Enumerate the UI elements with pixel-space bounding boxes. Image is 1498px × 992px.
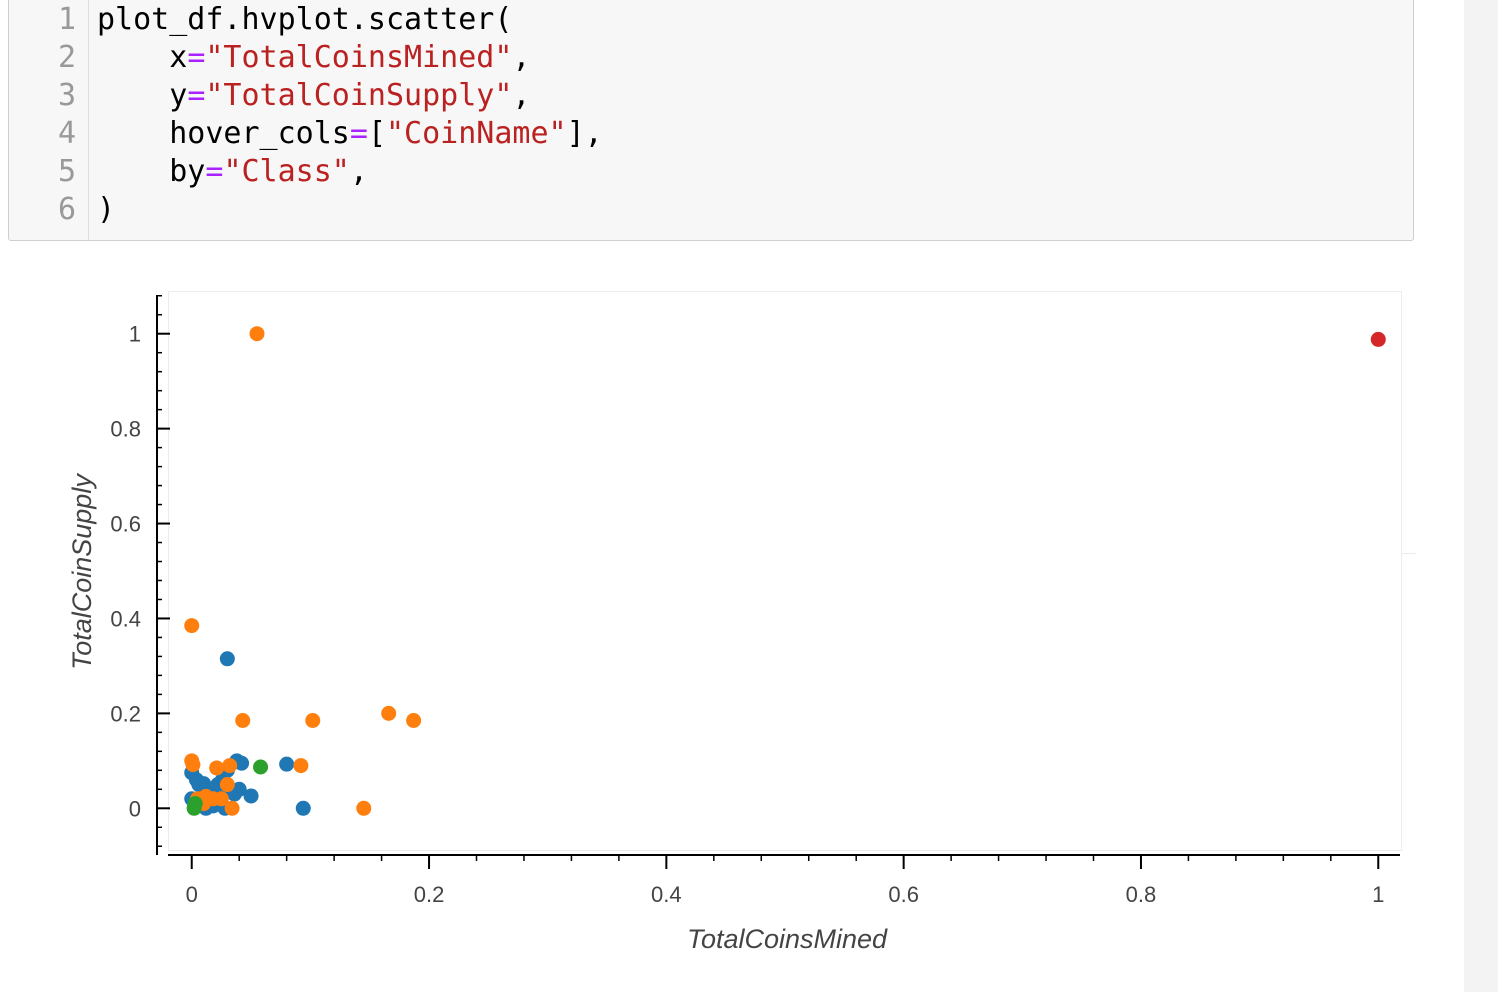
plot-frame-edge bbox=[1402, 553, 1416, 554]
code-token: ) bbox=[97, 192, 116, 227]
y-tick-label: 0.2 bbox=[110, 701, 141, 726]
scatter-point[interactable] bbox=[406, 712, 422, 728]
code-string-token: "CoinName" bbox=[386, 116, 567, 151]
code-line[interactable]: hover_cols=["CoinName"], bbox=[97, 115, 603, 153]
scatter-point[interactable] bbox=[381, 705, 397, 721]
code-operator-token: = bbox=[187, 78, 206, 113]
scatter-point[interactable] bbox=[209, 760, 225, 776]
code-token: [ bbox=[367, 116, 386, 151]
code-string-token: "Class" bbox=[223, 154, 350, 189]
scatter-point[interactable] bbox=[222, 758, 238, 774]
line-number: 6 bbox=[57, 192, 76, 227]
code-token: by bbox=[97, 154, 206, 189]
scatter-point[interactable] bbox=[213, 791, 229, 807]
line-number: 2 bbox=[57, 40, 76, 75]
scatter-point[interactable] bbox=[224, 800, 240, 816]
x-tick-label: 0.6 bbox=[888, 882, 919, 907]
code-line[interactable]: by="Class", bbox=[97, 153, 368, 191]
line-number: 3 bbox=[57, 78, 76, 113]
code-line[interactable]: x="TotalCoinsMined", bbox=[97, 39, 530, 77]
line-number: 1 bbox=[57, 2, 76, 37]
y-tick-label: 0.4 bbox=[110, 606, 141, 631]
x-axis-label: TotalCoinsMined bbox=[687, 924, 888, 954]
code-token: hover_cols bbox=[97, 116, 350, 151]
scatter-point[interactable] bbox=[185, 757, 201, 773]
code-token: , bbox=[512, 78, 531, 113]
x-tick-label: 0.8 bbox=[1126, 882, 1157, 907]
y-tick-label: 1 bbox=[129, 322, 141, 347]
scatter-point[interactable] bbox=[305, 712, 321, 728]
x-tick-label: 1 bbox=[1372, 882, 1384, 907]
y-tick-label: 0.6 bbox=[110, 512, 141, 537]
code-token: , bbox=[512, 40, 531, 75]
code-token: x bbox=[97, 40, 188, 75]
x-tick-label: 0.4 bbox=[651, 882, 682, 907]
code-string-token: "TotalCoinSupply" bbox=[205, 78, 513, 113]
scatter-point[interactable] bbox=[253, 759, 269, 775]
scatter-point[interactable] bbox=[235, 712, 251, 728]
scatter-point[interactable] bbox=[219, 777, 235, 793]
page-scrollbar-track[interactable] bbox=[1464, 0, 1498, 992]
code-token: y bbox=[97, 78, 188, 113]
y-tick-label: 0.8 bbox=[110, 417, 141, 442]
scatter-point[interactable] bbox=[219, 651, 235, 667]
code-line[interactable]: y="TotalCoinSupply", bbox=[97, 77, 530, 115]
code-token: ], bbox=[566, 116, 603, 151]
scatter-point[interactable] bbox=[184, 618, 200, 634]
scatter-point[interactable] bbox=[234, 755, 250, 771]
code-line[interactable]: ) bbox=[97, 191, 115, 229]
code-line[interactable]: plot_df.hvplot.scatter( bbox=[97, 1, 512, 39]
x-tick-label: 0 bbox=[186, 882, 198, 907]
scatter-point[interactable] bbox=[243, 788, 259, 804]
code-operator-token: = bbox=[205, 154, 224, 189]
code-operator-token: = bbox=[187, 40, 206, 75]
code-operator-token: = bbox=[349, 116, 368, 151]
x-tick-label: 0.2 bbox=[414, 882, 445, 907]
line-number: 4 bbox=[57, 116, 76, 151]
scatter-point[interactable] bbox=[187, 796, 203, 812]
line-number: 5 bbox=[57, 154, 76, 189]
scatter-point[interactable] bbox=[1370, 331, 1386, 347]
code-token: , bbox=[349, 154, 368, 189]
y-tick-label: 0 bbox=[129, 796, 141, 821]
plot-area[interactable] bbox=[168, 291, 1402, 851]
scatter-point[interactable] bbox=[295, 800, 311, 816]
code-token: plot_df.hvplot.scatter( bbox=[97, 2, 513, 37]
scatter-point[interactable] bbox=[279, 756, 295, 772]
code-string-token: "TotalCoinsMined" bbox=[205, 40, 513, 75]
scatter-point[interactable] bbox=[293, 758, 309, 774]
scatter-point[interactable] bbox=[356, 800, 372, 816]
y-axis-label: TotalCoinSupply bbox=[67, 473, 97, 670]
scatter-point[interactable] bbox=[249, 326, 265, 342]
